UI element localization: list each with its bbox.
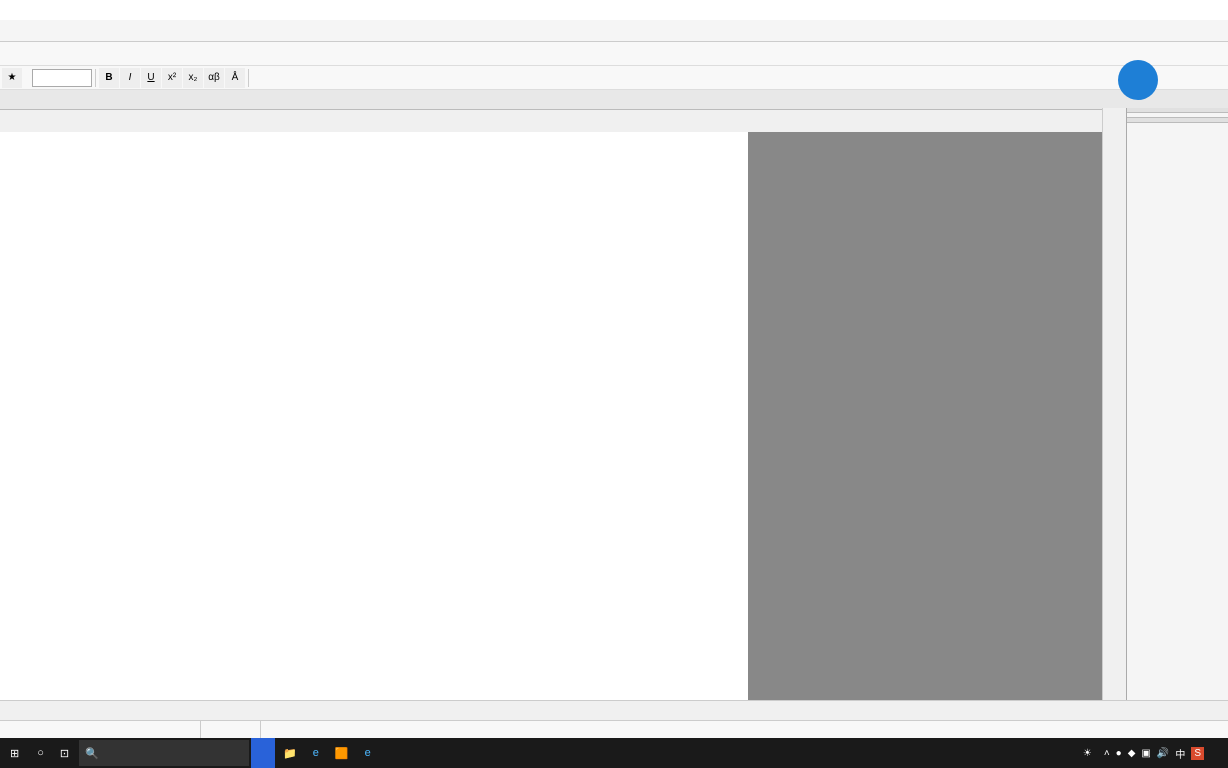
right-panel <box>1126 108 1228 700</box>
volume-icon[interactable]: 🔊 <box>1157 748 1169 759</box>
ime-icon[interactable]: 中 <box>1175 746 1185 761</box>
sogou-icon[interactable]: S <box>1191 747 1204 760</box>
tray-up-icon[interactable]: ˄ <box>1104 748 1110 759</box>
tray-icon-1[interactable]: ● <box>1116 748 1122 759</box>
status-help <box>0 721 200 738</box>
status-data <box>260 721 1228 738</box>
tray-icon-3[interactable]: ▣ <box>1141 748 1150 759</box>
workspace <box>0 132 1102 700</box>
workspace-empty <box>748 132 1102 700</box>
baidu-button[interactable] <box>251 738 275 768</box>
tray-icon-2[interactable]: ◆ <box>1128 748 1136 759</box>
italic-button[interactable]: I <box>120 68 140 88</box>
toolbar-1 <box>0 42 1228 66</box>
ie-icon[interactable]: e <box>305 738 327 768</box>
search-icon: 🔍 <box>85 747 99 760</box>
weather-icon: ☀ <box>1083 748 1092 759</box>
taskbar: ⊞ ○ ⊡ 🔍 📁 e 🟧 e ☀ ˄ ● ◆ ▣ 🔊 中 S <box>0 738 1228 768</box>
bottom-toolbar <box>0 700 1228 720</box>
worksheet-tabs <box>0 90 1228 110</box>
bold-button[interactable]: B <box>99 68 119 88</box>
edge-icon[interactable]: e <box>357 738 379 768</box>
menu-bar <box>0 20 1228 42</box>
status-bar <box>0 720 1228 738</box>
start-button[interactable]: ⊞ <box>0 738 29 768</box>
font-size-combo[interactable] <box>32 69 92 87</box>
chart <box>0 132 300 282</box>
cortana-icon[interactable]: ○ <box>29 738 52 768</box>
explorer-icon[interactable]: 📁 <box>275 738 305 768</box>
greek-button[interactable]: αβ <box>204 68 224 88</box>
graph-window[interactable] <box>0 132 748 700</box>
apps-header <box>1127 118 1228 123</box>
system-tray[interactable]: ☀ ˄ ● ◆ ▣ 🔊 中 S <box>1077 746 1228 761</box>
sup-button[interactable]: x² <box>162 68 182 88</box>
taskview-icon[interactable]: ⊡ <box>52 738 77 768</box>
time-badge <box>1118 60 1158 100</box>
sub-button[interactable]: x₂ <box>183 68 203 88</box>
app-icon[interactable]: 🟧 <box>327 738 357 768</box>
vertical-toolbar <box>1102 108 1126 700</box>
bold-icon[interactable]: ★ <box>2 68 22 88</box>
status-au <box>200 721 260 738</box>
taskbar-search[interactable]: 🔍 <box>79 740 249 766</box>
font-a-button[interactable]: Å <box>225 68 245 88</box>
toolbar-2: ★ B I U x² x₂ αβ Å <box>0 66 1228 90</box>
underline-button[interactable]: U <box>141 68 161 88</box>
window-title <box>0 0 1228 20</box>
